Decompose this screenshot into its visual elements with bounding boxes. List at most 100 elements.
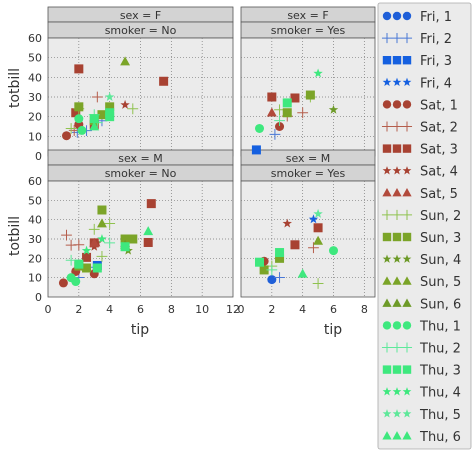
series-thu-1 <box>66 114 338 287</box>
data-point <box>313 223 323 233</box>
legend-marker <box>402 56 412 65</box>
legend-marker <box>392 387 402 396</box>
legend-label: Sat, 4 <box>420 165 458 180</box>
data-point <box>104 218 116 229</box>
legend-item: Fri, 3 <box>382 54 452 69</box>
legend-marker <box>382 431 392 440</box>
legend-marker <box>391 121 403 132</box>
y-tick-label: 20 <box>28 252 42 265</box>
legend-marker <box>382 56 392 65</box>
data-point <box>74 114 84 124</box>
data-point <box>274 115 285 126</box>
legend-marker <box>382 11 392 21</box>
legend-item: Sun, 5 <box>382 275 461 290</box>
data-point <box>297 107 309 119</box>
legend-marker <box>381 209 393 220</box>
data-point <box>61 229 72 241</box>
legend-label: Sat, 5 <box>420 187 458 202</box>
x-tick-label: 2 <box>75 303 82 316</box>
data-point <box>120 56 131 66</box>
legend-item: Sun, 2 <box>381 209 461 224</box>
y-tick-label: 50 <box>28 52 42 65</box>
legend-marker <box>381 342 393 353</box>
data-point <box>105 112 115 122</box>
legend-marker <box>381 33 393 44</box>
data-point <box>282 98 292 108</box>
x-tick-label: 2 <box>268 303 275 316</box>
series-thu-4 <box>81 68 323 255</box>
legend-marker <box>382 276 392 285</box>
data-point <box>275 122 285 131</box>
data-point <box>255 123 264 133</box>
legend-label: Fri, 3 <box>420 54 452 69</box>
data-point <box>105 102 115 112</box>
legend-marker <box>382 100 392 109</box>
series-thu-6 <box>89 121 308 278</box>
data-point <box>104 92 115 101</box>
data-point <box>328 104 339 114</box>
y-tick-label: 60 <box>28 32 42 45</box>
facet-panel-1: sex = F smoker = No <box>47 6 234 157</box>
data-point <box>308 242 319 254</box>
data-point <box>89 237 100 247</box>
legend-marker <box>382 365 392 374</box>
legend-label: Thu, 1 <box>419 319 461 334</box>
legend-marker <box>382 298 392 307</box>
data-point <box>305 90 315 100</box>
legend-marker <box>402 276 412 285</box>
series-thu-3 <box>74 98 292 273</box>
y-tick-label: 0 <box>35 150 42 163</box>
facet-panel-2: sex = F smoker = Yes <box>240 6 376 157</box>
legend-label: Sun, 3 <box>420 231 461 246</box>
data-point <box>282 108 292 118</box>
data-point <box>251 145 261 155</box>
data-point <box>97 110 107 120</box>
legend-item: Thu, 3 <box>382 364 461 379</box>
legend-marker <box>402 431 412 440</box>
legend-marker <box>402 11 412 21</box>
data-point <box>58 278 68 288</box>
legend-label: Thu, 3 <box>419 364 461 379</box>
legend-marker <box>392 232 402 242</box>
y-tick-label: 50 <box>28 194 42 207</box>
legend-marker <box>401 121 413 132</box>
x-tick-label: 12 <box>226 303 240 316</box>
legend-marker <box>392 56 402 65</box>
legend-marker <box>392 254 402 263</box>
data-point <box>297 268 308 278</box>
legend-item: Sat, 4 <box>382 165 458 180</box>
legend-item: Sun, 6 <box>382 297 461 312</box>
data-point <box>313 68 323 78</box>
legend-marker <box>392 77 402 87</box>
legend-item: Sun, 4 <box>382 253 461 268</box>
legend-label: Fri, 4 <box>420 76 452 91</box>
legend-label: Sun, 6 <box>420 297 461 312</box>
legend-marker <box>382 166 392 175</box>
data-point <box>73 239 85 251</box>
legend-marker <box>382 187 392 197</box>
data-point <box>255 257 264 267</box>
x-axis-label-right: tip <box>324 322 342 338</box>
legend-label: Thu, 6 <box>419 430 461 445</box>
x-tick-label: 4 <box>299 303 306 316</box>
x-tick-label: 0 <box>45 303 52 316</box>
data-point <box>97 205 107 215</box>
data-point <box>120 234 130 244</box>
legend-label: Thu, 5 <box>419 408 461 423</box>
data-point <box>89 121 100 131</box>
data-point <box>282 218 292 228</box>
legend-item: Sun, 3 <box>382 231 461 246</box>
legend-marker <box>392 144 402 153</box>
data-point <box>267 275 277 285</box>
legend-marker <box>401 209 413 220</box>
legend-marker <box>401 342 413 353</box>
legend-marker <box>392 321 402 330</box>
data-point <box>290 93 300 103</box>
data-point <box>92 237 103 247</box>
data-point <box>89 114 99 124</box>
legend-label: Thu, 2 <box>419 342 461 357</box>
data-point <box>128 234 138 244</box>
y-tick-label: 30 <box>28 233 42 246</box>
data-point <box>71 277 81 287</box>
